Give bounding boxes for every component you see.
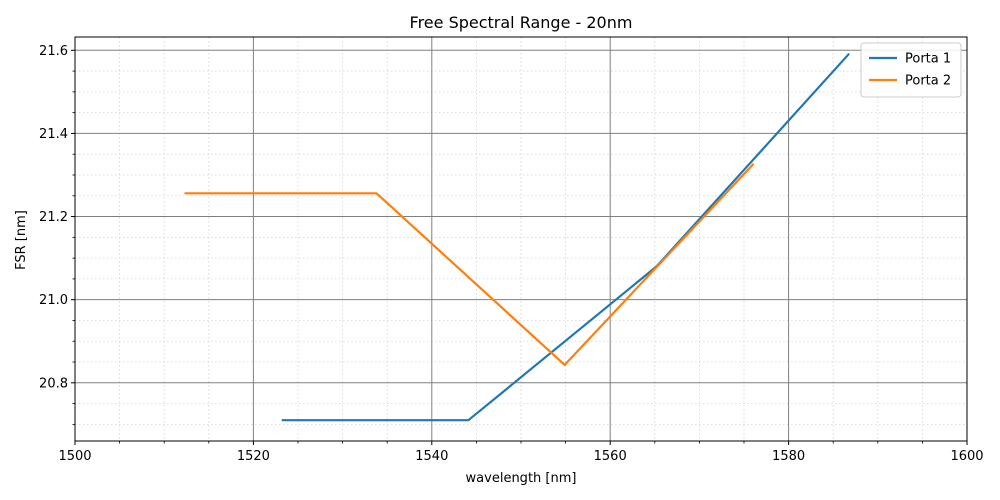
legend: Porta 1 Porta 2 [860, 42, 962, 98]
x-tick-label: 1560 [594, 449, 627, 464]
chart-title: Free Spectral Range - 20nm [410, 13, 633, 32]
x-axis: 1500 1520 1540 1560 1580 1600 [58, 441, 984, 464]
y-axis-title: FSR [nm] [14, 210, 29, 270]
x-tick-label: 1540 [415, 449, 448, 464]
legend-label-2: Porta 2 [905, 74, 951, 89]
x-axis-title: wavelength [nm] [466, 471, 577, 486]
legend-box [860, 42, 962, 98]
x-tick-label: 1520 [237, 449, 270, 464]
plot-area [74, 36, 968, 442]
series-line-2 [184, 163, 755, 366]
x-tick-label: 1600 [950, 449, 983, 464]
y-tick-label: 21.4 [39, 127, 68, 142]
series-layer [184, 52, 850, 422]
legend-label-1: Porta 1 [905, 52, 951, 67]
x-tick-label: 1500 [58, 449, 91, 464]
y-tick-label: 21.6 [39, 44, 68, 59]
y-tick-label: 21.0 [39, 293, 68, 308]
series-line-1 [281, 52, 850, 422]
y-tick-label: 21.2 [39, 210, 68, 225]
minor-grid [75, 37, 967, 441]
x-tick-label: 1580 [772, 449, 805, 464]
y-tick-label: 20.8 [39, 376, 68, 391]
y-axis: 20.8 21.0 21.2 21.4 21.6 [39, 44, 75, 425]
